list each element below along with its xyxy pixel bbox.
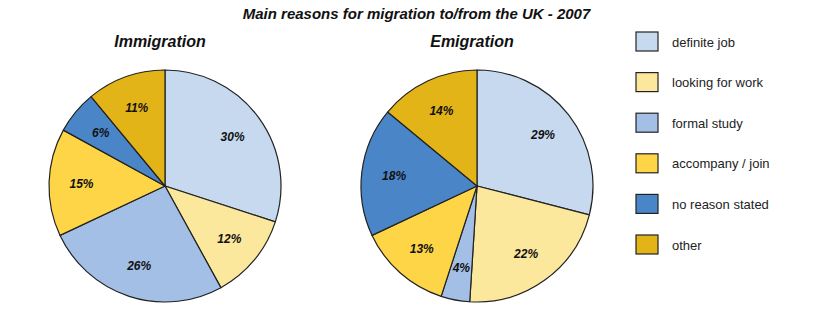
legend-label: no reason stated (672, 197, 769, 212)
data-label: 29% (530, 128, 555, 142)
data-labels: 30% 12% 26% 15% 6% 11% (70, 101, 245, 273)
data-labels: 29% 22% 4% 13% 18% 14% (382, 104, 555, 276)
legend-label: looking for work (672, 75, 764, 90)
data-label: 6% (92, 126, 110, 140)
legend-swatch (636, 235, 658, 254)
legend-label: formal study (672, 116, 743, 131)
legend-swatch (636, 194, 658, 213)
pie (49, 70, 281, 302)
data-label: 12% (217, 232, 241, 246)
pie-title: Immigration (114, 33, 206, 50)
legend-swatch (636, 32, 658, 51)
legend-label: definite job (672, 35, 735, 50)
data-label: 26% (126, 259, 151, 273)
legend-swatch (636, 73, 658, 92)
slice (91, 70, 165, 186)
data-label: 15% (70, 177, 94, 191)
data-label: 30% (221, 130, 245, 144)
pie-title: Emigration (430, 33, 514, 50)
data-label: 4% (452, 261, 471, 275)
legend-label: accompany / join (672, 156, 770, 171)
data-label: 22% (513, 247, 538, 261)
data-label: 11% (125, 101, 148, 115)
chart: Main reasons for migration to/from the U… (0, 0, 833, 324)
legend-label: other (672, 238, 702, 253)
data-label: 14% (429, 104, 453, 118)
slice (470, 186, 590, 302)
legend-swatch (636, 154, 658, 173)
title: Main reasons for migration to/from the U… (243, 5, 591, 22)
pie (361, 70, 593, 302)
legend: definite job looking for work formal study… (636, 32, 770, 254)
data-label: 13% (410, 242, 434, 256)
legend-swatch (636, 113, 658, 132)
data-label: 18% (382, 169, 406, 183)
